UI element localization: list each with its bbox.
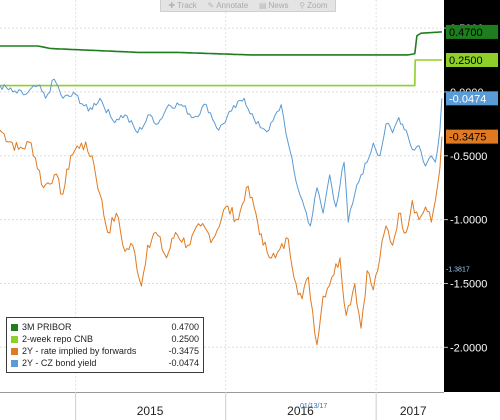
- series-line: [0, 31, 442, 56]
- y-tick-label: -0.5000: [450, 151, 487, 163]
- legend-row-2y-bond[interactable]: 2Y - CZ bond yield -0.0474: [11, 357, 199, 369]
- date-marker-label: 01/13/17: [300, 403, 328, 410]
- plus-icon: ✚: [168, 1, 176, 10]
- series-line: [0, 59, 442, 87]
- annotate-label: Annotate: [216, 1, 249, 10]
- zoom-icon: ⚲: [299, 1, 306, 10]
- y-tick-label: -1.0000: [450, 215, 487, 227]
- legend-series-name: 2-week repo CNB: [22, 334, 94, 344]
- legend-series-name: 2Y - rate implied by forwards: [22, 346, 137, 356]
- legend-series-name: 2Y - CZ bond yield: [22, 358, 97, 368]
- axis-panel: [444, 0, 500, 420]
- legend-series-value: 0.2500: [171, 334, 199, 344]
- news-button[interactable]: ▤ News: [259, 1, 289, 10]
- extra-axis-label: -1.3817: [446, 266, 470, 273]
- series-line: [0, 129, 443, 346]
- last-value-tag: [446, 53, 498, 68]
- legend-series-value: -0.0474: [168, 358, 199, 368]
- news-label: News: [268, 1, 289, 10]
- y-tick-label: -2.0000: [450, 342, 487, 354]
- news-icon: ▤: [258, 1, 267, 10]
- axis-layer: 0.50000.0000-0.5000-1.0000-1.5000-2.0000…: [75, 23, 498, 420]
- last-value-label: 0.4700: [449, 27, 483, 39]
- legend-row-2y-implied[interactable]: 2Y - rate implied by forwards -0.3475: [11, 345, 199, 357]
- legend-swatch: [11, 335, 18, 343]
- legend-row-3m-pribor[interactable]: 3M PRIBOR 0.4700: [11, 321, 199, 333]
- x-tick-label: 2015: [137, 404, 164, 418]
- legend-series-value: 0.4700: [171, 322, 199, 332]
- last-value-tag: [446, 129, 498, 144]
- track-label: Track: [177, 1, 197, 10]
- annotate-button[interactable]: ✎ Annotate: [208, 1, 249, 10]
- last-value-label: -0.0474: [449, 93, 486, 105]
- series-layer: [0, 31, 443, 346]
- legend-swatch: [11, 323, 18, 331]
- last-value-label: 0.2500: [449, 55, 483, 67]
- last-value-tag: [446, 91, 498, 106]
- track-button[interactable]: ✚ Track: [168, 1, 196, 10]
- zoom-label: Zoom: [307, 1, 328, 10]
- date-axis-panel: [0, 392, 500, 420]
- series-line: [0, 78, 443, 227]
- last-value-label: -0.3475: [449, 132, 486, 144]
- chart-legend: 3M PRIBOR 0.4700 2-week repo CNB 0.2500 …: [6, 317, 204, 373]
- legend-series-value: -0.3475: [168, 346, 199, 356]
- legend-series-name: 3M PRIBOR: [22, 322, 72, 332]
- last-value-tag: [446, 24, 498, 39]
- chart-toolbar: ✚ Track ✎ Annotate ▤ News ⚲ Zoom: [160, 0, 336, 12]
- legend-row-2-week-repo[interactable]: 2-week repo CNB 0.2500: [11, 333, 199, 345]
- legend-swatch: [11, 347, 18, 355]
- y-tick-label: -1.5000: [450, 278, 487, 290]
- x-tick-label: 2017: [400, 404, 427, 418]
- x-tick-label: 2016: [287, 404, 314, 418]
- pencil-icon: ✎: [207, 1, 215, 10]
- legend-swatch: [11, 359, 18, 367]
- zoom-button[interactable]: ⚲ Zoom: [299, 1, 327, 10]
